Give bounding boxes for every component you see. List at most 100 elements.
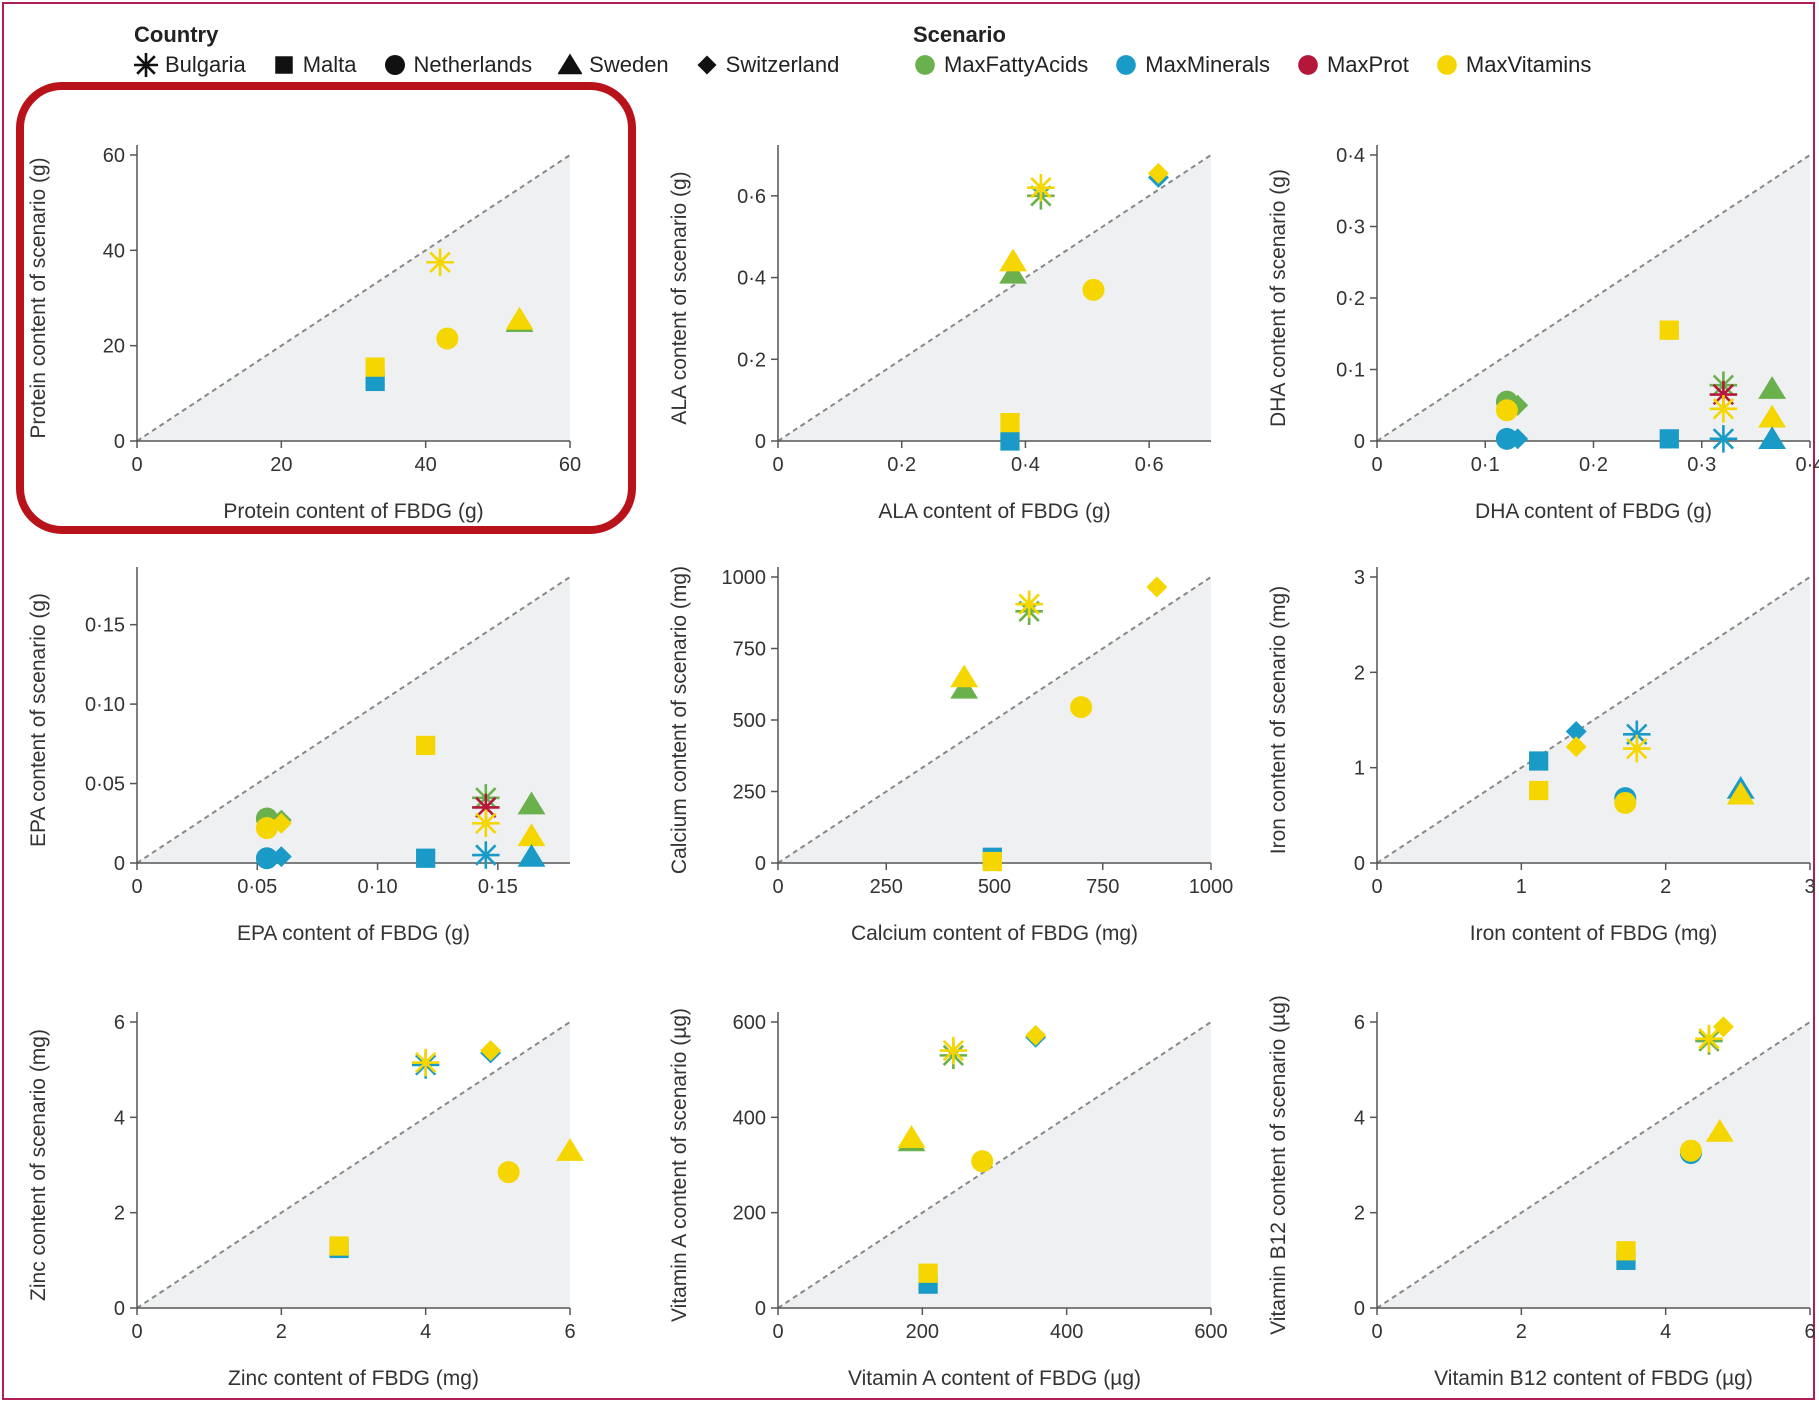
chart-panel-6: 00 1 1 2 2 3 3 Iron content of FBDG (mg) Iron co…: [1267, 567, 1816, 945]
x-tick-label: 0·6: [1135, 454, 1164, 476]
x-tick-label: 4: [420, 1321, 431, 1343]
data-point-sweden-maxfattyacids: [517, 791, 546, 815]
diamond-icon: [697, 55, 717, 75]
data-point-bulgaria-maxvitamins: [939, 1036, 968, 1065]
data-point-sweden-maxvitamins: [897, 1125, 926, 1148]
y-tick-label: 500: [733, 710, 766, 732]
y-tick-label: 750: [733, 639, 766, 661]
y-tick-label: 0·3: [1336, 217, 1365, 239]
y-tick-label: 60: [103, 145, 125, 167]
chart-panel-5: 00 250 250 500 500 750 750 1000 1000 Calcium cont…: [668, 566, 1233, 945]
legend-marker-asterisk: [134, 53, 158, 77]
x-tick-label: 250: [870, 876, 903, 898]
chart-panel-9: 00 2 2 4 4 6 6 Vitamin B12 content of FBDG (µg)…: [1267, 995, 1816, 1390]
data-point-sweden-maxvitamins: [950, 664, 979, 688]
legend-country-label: Bulgaria: [165, 52, 246, 77]
data-point-sweden-maxvitamins: [1705, 1118, 1734, 1142]
chart-panel-2: 00 0·2 0·2 0·4 0·4 0·6 0·6 ALA content of FBDG …: [668, 145, 1212, 523]
legend-marker-square: [274, 56, 293, 74]
data-point-bulgaria-maxvitamins: [1027, 173, 1055, 202]
data-point-netherlands-maxvitamins: [497, 1161, 520, 1184]
x-axis-label: Protein content of FBDG (g): [223, 500, 483, 523]
legend-countries: Bulgaria Malta Netherlands Sweden Switzerlan…: [134, 52, 865, 78]
data-point-switzerland-maxminerals: [1565, 720, 1587, 742]
y-axis-label: Protein content of scenario (g): [27, 157, 50, 438]
y-axis-label: DHA content of scenario (g): [1267, 169, 1290, 427]
chart-panel-1: 00 20 20 40 40 60 60 Protein content of FBDG (g…: [27, 145, 581, 523]
y-tick-label: 0·2: [1336, 288, 1365, 310]
data-point-switzerland-maxvitamins: [1712, 1016, 1734, 1038]
identity-line: [777, 1021, 1212, 1309]
data-point-malta-maxvitamins: [1000, 412, 1020, 433]
y-tick-label: 400: [733, 1107, 766, 1129]
legend-scenario-label: MaxFattyAcids: [944, 52, 1089, 77]
legend-scenario-label: MaxProt: [1326, 52, 1409, 77]
legend-color-dot: [1298, 55, 1318, 75]
y-tick-label: 0: [1354, 1298, 1365, 1320]
legend-country-label: Malta: [302, 52, 357, 77]
y-tick-label: 0: [755, 853, 766, 875]
chart-panel-7: 00 2 2 4 4 6 6 Zinc content of FBDG (mg) Zinc co…: [27, 1012, 584, 1390]
y-axis-label: Zinc content of scenario (mg): [27, 1029, 50, 1301]
x-axis-label: Vitamin A content of FBDG (µg): [848, 1367, 1141, 1390]
legend-scenario-label: MaxMinerals: [1145, 52, 1270, 77]
x-tick-label: 0·05: [237, 876, 277, 898]
data-point-sweden-maxvitamins: [1758, 404, 1787, 428]
identity-line: [136, 576, 571, 864]
x-axis-label: ALA content of FBDG (g): [878, 500, 1110, 523]
x-tick-label: 1: [1516, 876, 1527, 898]
data-point-netherlands-maxminerals: [1495, 427, 1518, 450]
legend-country-title: Country: [134, 22, 219, 47]
x-tick-label: 2: [1516, 1321, 1527, 1343]
legend-scenarios: MaxFattyAcids MaxMinerals MaxProt MaxVitami…: [913, 52, 1617, 78]
identity-line: [1376, 576, 1811, 864]
x-tick-label: 0: [1371, 1321, 1382, 1343]
legend-country-label: Switzerland: [725, 52, 840, 77]
data-point-malta-maxvitamins: [1659, 320, 1679, 340]
y-tick-label: 0: [1354, 431, 1365, 453]
y-tick-label: 0·10: [85, 694, 125, 716]
data-point-netherlands-maxvitamins: [1614, 791, 1637, 814]
data-point-bulgaria-maxvitamins: [1709, 395, 1738, 423]
legend-scenario-label: MaxVitamins: [1465, 52, 1592, 77]
identity-line: [777, 154, 1212, 442]
legend-color-dot: [1437, 55, 1457, 75]
y-tick-label: 0·15: [85, 615, 125, 637]
x-tick-label: 2: [276, 1321, 287, 1343]
y-tick-label: 40: [103, 240, 125, 262]
x-tick-label: 1000: [1189, 876, 1234, 898]
data-point-malta-maxvitamins: [1529, 780, 1549, 801]
x-tick-label: 3: [1804, 876, 1815, 898]
y-tick-label: 2: [1354, 662, 1365, 684]
x-tick-label: 0·3: [1687, 454, 1716, 476]
x-tick-label: 0: [1371, 454, 1382, 476]
data-point-bulgaria-maxvitamins: [1015, 590, 1043, 618]
y-tick-label: 0: [755, 1298, 766, 1320]
legend-marker-diamond: [697, 55, 717, 75]
data-point-bulgaria-maxvitamins: [411, 1048, 440, 1077]
chart-panel-3: 00 0·1 0·1 0·2 0·2 0·3 0·3 0·4 0·4 DHA content of…: [1267, 145, 1819, 523]
y-tick-label: 0: [114, 853, 125, 875]
x-tick-label: 0·1: [1471, 454, 1500, 476]
y-tick-label: 600: [733, 1012, 766, 1034]
legend-country-malta: Malta: [272, 52, 357, 78]
y-tick-label: 0·2: [737, 349, 766, 371]
legend-color-dot: [1116, 55, 1137, 75]
chart-panel-8: 00 200 200 400 400 600 600 Vitamin A content of…: [668, 1008, 1228, 1390]
legend-marker-triangle: [558, 53, 583, 75]
legend-country-label: Netherlands: [413, 52, 533, 77]
legend-country-netherlands: Netherlands: [383, 52, 533, 78]
data-point-switzerland-maxvitamins: [480, 1040, 502, 1062]
data-point-malta-maxvitamins: [416, 735, 436, 756]
y-tick-label: 0: [114, 1298, 125, 1320]
circle-icon: [384, 55, 405, 75]
data-point-sweden-maxfattyacids: [999, 260, 1027, 284]
data-point-switzerland-maxminerals: [270, 846, 292, 868]
y-tick-label: 0·4: [737, 268, 766, 290]
y-axis-label: Calcium content of scenario (mg): [668, 566, 691, 874]
data-point-netherlands-maxvitamins: [1082, 278, 1105, 301]
legend-color-dot: [915, 55, 935, 75]
legend: Country Scenario Bulgaria Malta Netherland…: [0, 0, 1819, 90]
